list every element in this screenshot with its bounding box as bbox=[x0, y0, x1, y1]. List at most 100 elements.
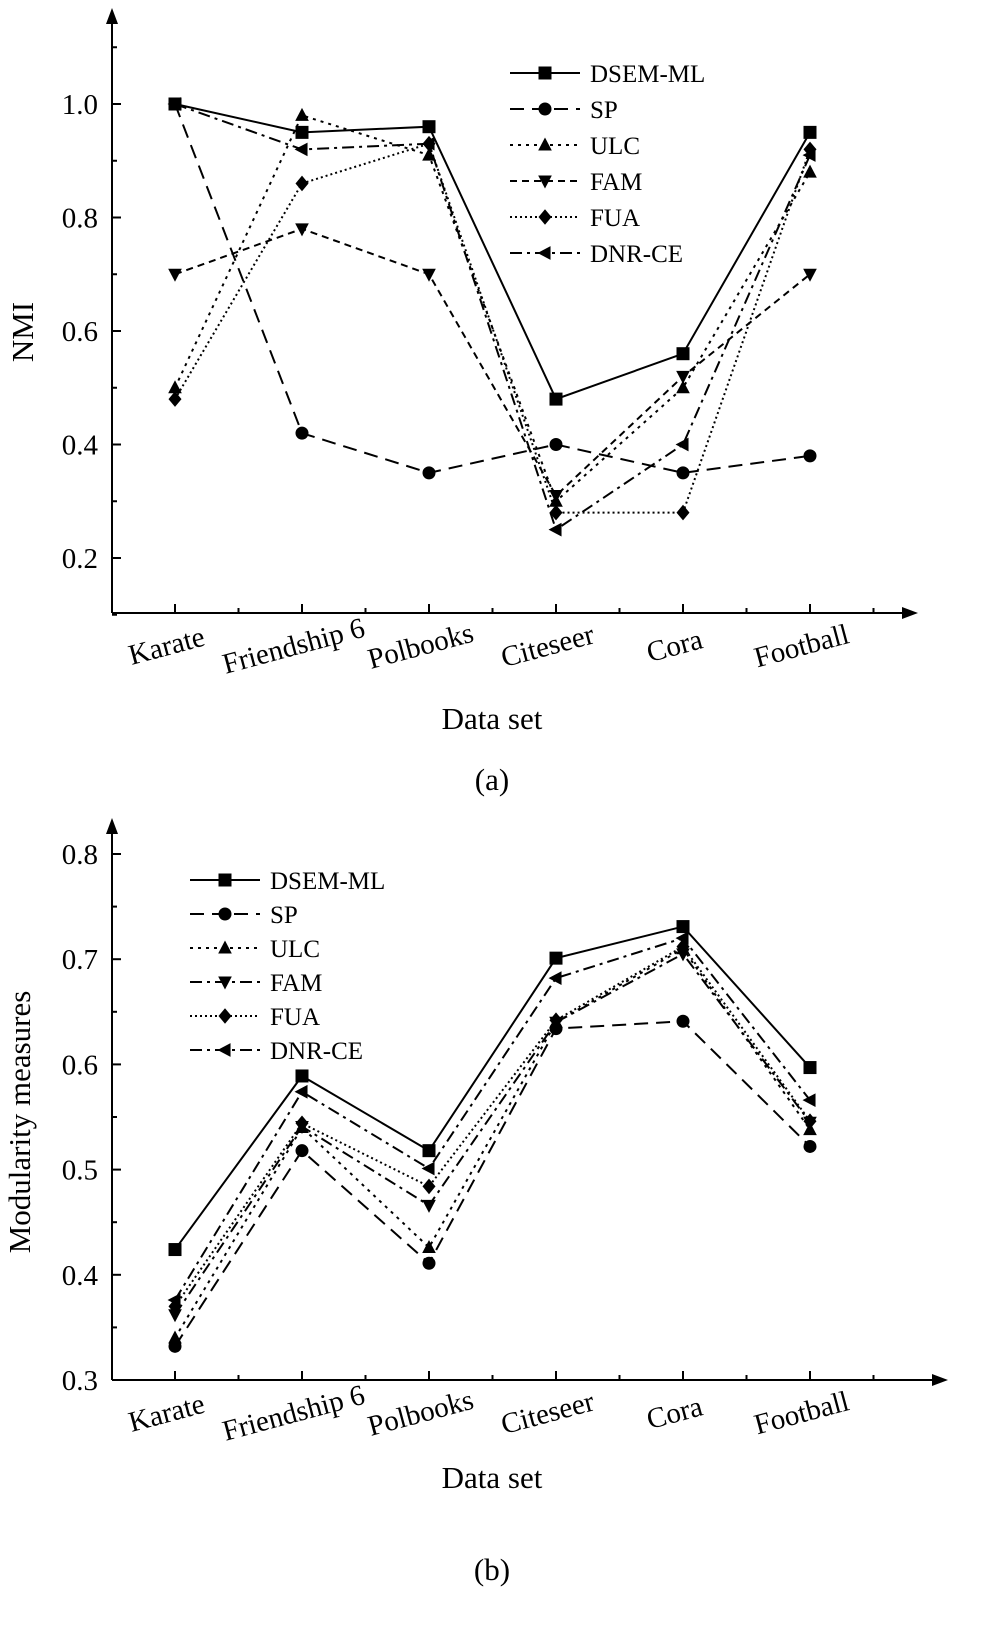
legend-marker bbox=[218, 873, 232, 887]
legend-marker bbox=[538, 209, 552, 225]
data-point-marker bbox=[548, 971, 562, 985]
series-fam bbox=[168, 948, 817, 1323]
data-point-marker bbox=[168, 268, 182, 282]
data-point-marker bbox=[803, 449, 817, 463]
series-dnr-ce bbox=[167, 97, 816, 537]
data-point-marker bbox=[802, 1093, 816, 1107]
data-point-marker bbox=[421, 136, 435, 151]
data-point-marker bbox=[168, 380, 182, 394]
panel-label: (b) bbox=[474, 1552, 510, 1587]
data-point-marker bbox=[803, 141, 817, 158]
y-tick-label: 0.2 bbox=[62, 543, 98, 575]
legend-item: FAM bbox=[190, 970, 322, 997]
data-point-marker bbox=[802, 148, 816, 162]
data-point-marker bbox=[549, 1012, 563, 1029]
legend-item: FUA bbox=[510, 205, 640, 232]
data-point-marker bbox=[422, 1256, 436, 1270]
data-point-marker bbox=[295, 223, 309, 237]
y-tick-label: 0.8 bbox=[62, 839, 98, 871]
y-axis-title: NMI bbox=[5, 302, 40, 362]
x-category-label: Citeseer bbox=[498, 618, 598, 674]
x-axis-arrowhead bbox=[902, 607, 918, 619]
legend-item: ULC bbox=[190, 936, 320, 963]
y-tick-label: 0.6 bbox=[62, 1049, 98, 1081]
data-point-marker bbox=[676, 920, 690, 934]
legend-marker bbox=[218, 940, 232, 954]
legend-label: SP bbox=[590, 97, 618, 124]
x-category-label: Citeseer bbox=[498, 1385, 598, 1441]
x-category-label: Football bbox=[751, 1385, 853, 1441]
data-point-marker bbox=[676, 504, 690, 521]
legend-label: FUA bbox=[270, 1004, 320, 1031]
legend-item: FAM bbox=[510, 169, 642, 196]
data-point-marker bbox=[168, 1330, 182, 1344]
legend-marker bbox=[218, 907, 232, 921]
series-line bbox=[174, 925, 811, 1251]
legend-item: DSEM-ML bbox=[510, 61, 705, 88]
data-point-marker bbox=[422, 1199, 436, 1213]
x-axis-arrowhead bbox=[932, 1374, 948, 1386]
data-point-marker bbox=[294, 142, 308, 157]
data-point-marker bbox=[422, 1178, 436, 1195]
data-point-marker bbox=[549, 392, 563, 406]
series-line bbox=[174, 227, 811, 498]
data-point-marker bbox=[549, 951, 563, 965]
x-category-label: Karate bbox=[125, 621, 208, 672]
legend-item: SP bbox=[510, 97, 618, 124]
data-point-marker bbox=[548, 522, 562, 537]
y-tick-label: 0.5 bbox=[62, 1155, 98, 1187]
legend-label: DNR-CE bbox=[270, 1038, 363, 1065]
data-point-marker bbox=[422, 1144, 436, 1158]
legend-label: FUA bbox=[590, 205, 640, 232]
data-point-marker bbox=[295, 426, 309, 440]
data-point-marker bbox=[549, 438, 563, 451]
x-axis-title: Data set bbox=[442, 701, 543, 736]
x-category-label: Polbooks bbox=[364, 1384, 477, 1443]
data-point-marker bbox=[676, 1014, 690, 1028]
series-fam bbox=[168, 223, 817, 504]
series-dsem-ml bbox=[168, 920, 817, 1257]
x-category-label: Cora bbox=[643, 624, 706, 670]
series-line bbox=[174, 952, 811, 1316]
data-point-marker bbox=[803, 164, 817, 178]
x-axis-title: Data set bbox=[442, 1460, 543, 1495]
legend-marker bbox=[217, 1043, 231, 1057]
data-point-marker bbox=[676, 466, 690, 480]
plot-area bbox=[167, 920, 817, 1353]
series-line bbox=[174, 114, 811, 503]
data-point-marker bbox=[295, 107, 309, 121]
legend-item: FUA bbox=[190, 1004, 320, 1031]
legend: DSEM-ML SP ULC FAM FUA DNR-CE bbox=[510, 61, 705, 268]
data-point-marker bbox=[675, 437, 689, 452]
data-point-marker bbox=[168, 391, 182, 407]
y-axis-title: Modularity measures bbox=[2, 991, 37, 1254]
panel-label: (a) bbox=[475, 762, 509, 797]
data-point-marker bbox=[422, 120, 436, 134]
data-point-marker bbox=[422, 466, 436, 480]
series-line bbox=[174, 936, 811, 1301]
data-point-marker bbox=[295, 125, 309, 139]
data-point-marker bbox=[294, 1084, 308, 1099]
y-axis-arrowhead bbox=[106, 8, 118, 24]
data-point-marker bbox=[803, 1061, 817, 1075]
x-category-label: Football bbox=[751, 618, 853, 674]
legend-label: ULC bbox=[270, 936, 320, 963]
data-point-marker bbox=[422, 147, 436, 161]
y-tick-label: 0.3 bbox=[62, 1365, 98, 1397]
data-point-marker bbox=[549, 504, 563, 521]
panel-a-nmi-chart: 0.2 0.4 0.6 0.8 1.0 Karate Friendship 6Polbook… bbox=[5, 8, 918, 797]
legend-label: FAM bbox=[270, 970, 322, 997]
data-point-marker bbox=[168, 1309, 182, 1323]
data-point-marker bbox=[422, 268, 436, 282]
data-point-marker bbox=[295, 1115, 309, 1132]
legend: DSEM-ML SP ULC FAM FUA DNR-CE bbox=[190, 868, 385, 1065]
legend-label: SP bbox=[270, 902, 298, 929]
series-line bbox=[174, 945, 811, 1307]
y-tick-label: 0.8 bbox=[62, 203, 98, 235]
legend-label: DSEM-ML bbox=[270, 868, 385, 895]
y-tick-label: 0.6 bbox=[62, 316, 98, 348]
legend-marker bbox=[218, 1008, 232, 1024]
y-tick-label: 0.7 bbox=[62, 944, 98, 976]
y-tick-label: 0.4 bbox=[62, 430, 99, 462]
